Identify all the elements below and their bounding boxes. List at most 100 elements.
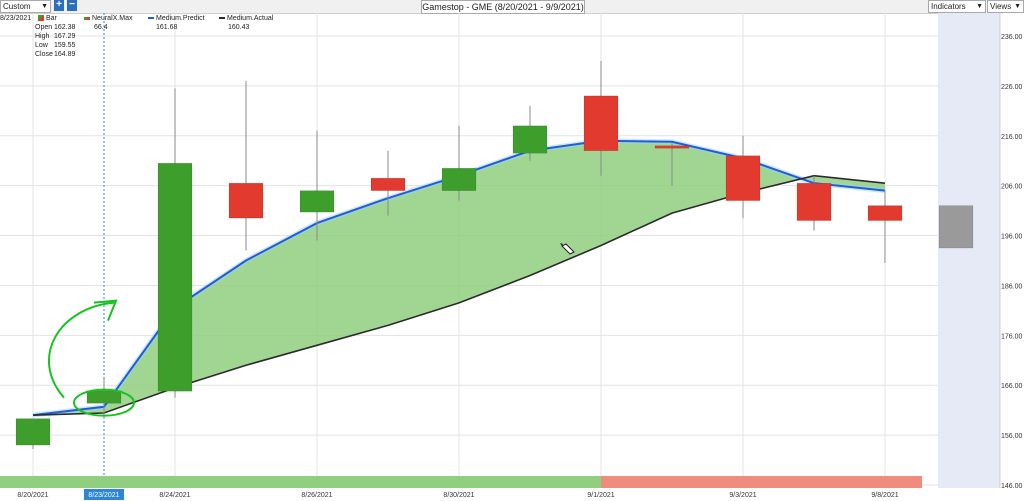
candle bbox=[441, 125, 477, 201]
x-tick-label: 8/30/2021 bbox=[443, 492, 474, 499]
predict-value: 161.68 bbox=[156, 24, 178, 31]
x-tick-label: 8/23/2021 bbox=[88, 492, 119, 499]
candle bbox=[370, 150, 406, 216]
pen-cursor-icon bbox=[560, 243, 575, 255]
predict-label: Medium.Predict bbox=[156, 15, 205, 22]
chart-title: Gamestop - GME (8/20/2021 - 9/9/2021) bbox=[421, 0, 585, 14]
candle bbox=[86, 378, 122, 418]
forecast-zone bbox=[938, 13, 1000, 488]
y-tick-label: 156.00 bbox=[1001, 433, 1023, 440]
pen-cursor-body bbox=[561, 243, 575, 255]
candle bbox=[228, 80, 264, 251]
candle-body bbox=[512, 125, 548, 154]
toolbar: Custom ▼ + − Gamestop - GME (8/20/2021 -… bbox=[0, 0, 1024, 14]
legend-bar: Bar bbox=[38, 15, 57, 24]
candle bbox=[938, 205, 974, 249]
indicators-dropdown[interactable]: Indicators ▼ bbox=[928, 0, 986, 13]
indicators-label: Indicators bbox=[931, 2, 966, 11]
annotation-arrowhead bbox=[93, 299, 118, 322]
candle bbox=[654, 143, 690, 186]
x-tick-label: 8/24/2021 bbox=[159, 492, 190, 499]
signal-bar bbox=[0, 476, 922, 488]
candle-body bbox=[228, 182, 264, 219]
remove-button[interactable]: − bbox=[67, 0, 77, 11]
x-tick-label: 8/26/2021 bbox=[301, 492, 332, 499]
candle-body bbox=[938, 205, 974, 249]
x-axis-background bbox=[0, 488, 1024, 501]
candle-body bbox=[867, 205, 903, 221]
candle bbox=[512, 105, 548, 161]
neuralx-value: 66.4 bbox=[94, 24, 108, 31]
chevron-down-icon: ▼ bbox=[1014, 3, 1021, 10]
high-value: 167.29 bbox=[54, 33, 76, 40]
legend-actual: Medium.Actual bbox=[219, 15, 273, 24]
views-dropdown[interactable]: Views ▼ bbox=[987, 0, 1024, 13]
predict-swatch-icon bbox=[148, 17, 154, 20]
chevron-down-icon: ▼ bbox=[41, 3, 48, 10]
neuralx-label: NeuralX.Max bbox=[92, 15, 133, 22]
candle-body bbox=[15, 418, 51, 446]
y-tick-label: 196.00 bbox=[1001, 234, 1023, 241]
candle-body bbox=[441, 167, 477, 191]
x-tick-label: 9/8/2021 bbox=[871, 492, 898, 499]
y-tick-label: 206.00 bbox=[1001, 184, 1023, 191]
candle bbox=[725, 135, 761, 219]
candle bbox=[15, 418, 51, 450]
low-label: Low bbox=[35, 42, 48, 49]
low-value: 159.55 bbox=[54, 42, 76, 49]
y-tick-label: 186.00 bbox=[1001, 283, 1023, 290]
legend-date: 8/23/2021 bbox=[0, 15, 32, 22]
add-button[interactable]: + bbox=[54, 0, 64, 11]
candle bbox=[299, 130, 335, 241]
open-label: Open bbox=[35, 24, 53, 31]
x-label-highlight bbox=[84, 489, 124, 500]
actual-swatch-icon bbox=[219, 17, 225, 20]
signal-segment bbox=[0, 476, 638, 488]
bar-swatch-icon bbox=[38, 15, 44, 22]
y-tick-label: 146.00 bbox=[1001, 483, 1023, 490]
y-tick-label: 216.00 bbox=[1001, 134, 1023, 141]
x-axis: 8/20/2021 8/23/2021 8/24/2021 8/26/2021 8/30… bbox=[0, 488, 1024, 501]
close-value: 164.89 bbox=[54, 51, 76, 58]
band-fill bbox=[33, 140, 885, 416]
x-tick-label: 9/3/2021 bbox=[729, 492, 756, 499]
candle-body bbox=[299, 190, 335, 213]
candle-body bbox=[725, 155, 761, 201]
annotation-arrow bbox=[47, 301, 115, 399]
candle bbox=[796, 175, 832, 231]
y-tick-label: 166.00 bbox=[1001, 383, 1023, 390]
actual-value: 160.43 bbox=[228, 24, 250, 31]
pen-cursor-tip bbox=[560, 243, 563, 246]
y-tick-label: 226.00 bbox=[1001, 84, 1023, 91]
forecast-zone-area bbox=[938, 13, 1000, 488]
x-tick-label: 8/20/2021 bbox=[17, 492, 48, 499]
annotation-circle bbox=[73, 388, 135, 417]
period-select-value: Custom bbox=[3, 2, 31, 11]
bar-label: Bar bbox=[46, 15, 57, 22]
candle-body bbox=[796, 182, 832, 221]
candle-body bbox=[654, 145, 690, 149]
candle-body bbox=[86, 390, 122, 404]
candle-body bbox=[583, 95, 619, 152]
actual-label: Medium.Actual bbox=[227, 15, 274, 22]
views-label: Views bbox=[990, 2, 1012, 11]
x-tick-label: 9/1/2021 bbox=[587, 492, 614, 499]
signal-segment bbox=[601, 476, 922, 488]
period-select[interactable]: Custom ▼ bbox=[0, 0, 51, 13]
legend-predict: Medium.Predict bbox=[148, 15, 205, 24]
close-label: Close bbox=[35, 51, 53, 58]
annotation bbox=[47, 299, 135, 417]
open-value: 162.38 bbox=[54, 24, 76, 31]
y-tick-label: 176.00 bbox=[1001, 333, 1023, 340]
candle-body bbox=[370, 177, 406, 191]
candle-body bbox=[157, 162, 193, 392]
price-chart[interactable]: 236.00 226.00 216.00 206.00 196.00 186.00 176.… bbox=[0, 13, 1024, 501]
predict-actual-band bbox=[33, 140, 885, 416]
y-tick-label: 236.00 bbox=[1001, 34, 1023, 41]
candle bbox=[583, 60, 619, 176]
legend-neuralx: NeuralX.Max bbox=[84, 15, 132, 24]
y-axis-background bbox=[1000, 13, 1024, 488]
candle bbox=[157, 88, 193, 398]
candle bbox=[867, 190, 903, 263]
chevron-down-icon: ▼ bbox=[976, 3, 983, 10]
